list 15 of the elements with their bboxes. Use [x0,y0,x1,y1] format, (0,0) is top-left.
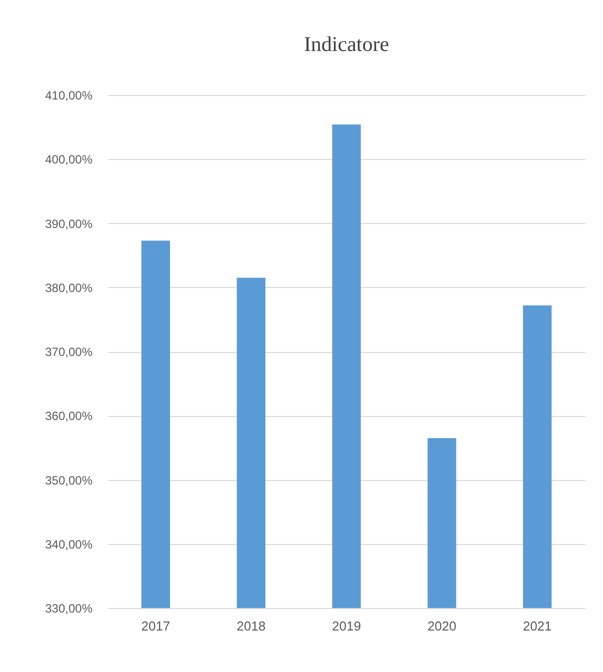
x-tick-label: 2020 [427,618,456,634]
y-tick-label: 400,00% [45,152,93,167]
y-tick-label: 340,00% [45,537,93,552]
x-tick-label: 2017 [141,618,170,634]
y-tick-label: 410,00% [45,88,93,102]
x-tick-label: 2018 [236,618,266,634]
y-tick-label: 390,00% [45,216,93,231]
y-tick-label: 370,00% [45,345,93,359]
y-tick-label: 350,00% [45,473,93,488]
y-tick-label: 380,00% [45,280,93,295]
x-tick-label: 2021 [522,618,552,634]
y-tick-label: 330,00% [45,602,93,616]
y-tick-label: 360,00% [45,409,93,424]
chart-title: Indicatore [304,32,390,56]
x-tick-label: 2019 [332,618,361,634]
